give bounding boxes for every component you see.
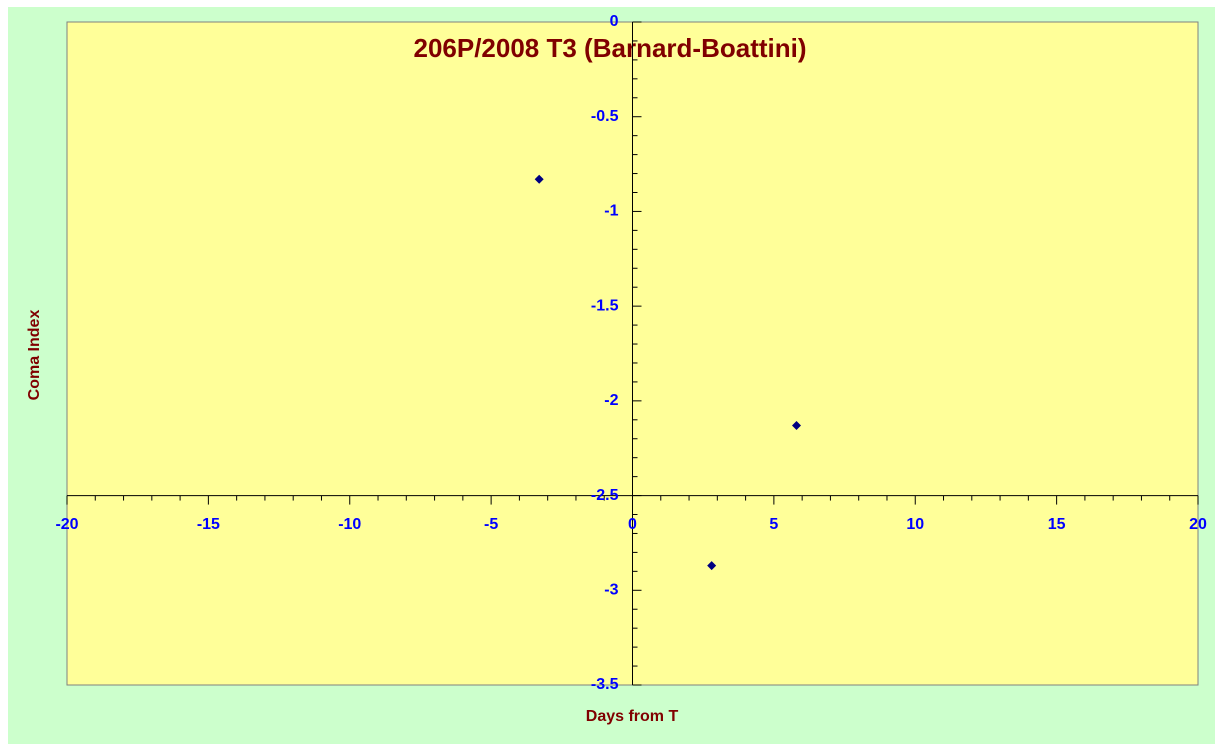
x-tick-label: 20: [1189, 516, 1207, 533]
chart-title: 206P/2008 T3 (Barnard-Boattini): [413, 33, 806, 63]
y-tick-label: -2.5: [591, 487, 619, 504]
y-tick-label: -1.5: [591, 297, 619, 314]
y-axis-title: Coma Index: [26, 310, 43, 401]
y-tick-label: -0.5: [591, 108, 619, 125]
x-tick-label: 15: [1048, 516, 1066, 533]
x-tick-label: 5: [769, 516, 778, 533]
x-tick-label: 0: [628, 516, 637, 533]
y-tick-label: -2: [604, 392, 618, 409]
x-tick-label: -15: [197, 516, 220, 533]
data-point: [707, 561, 717, 571]
x-tick-label: -10: [338, 516, 361, 533]
x-axis-title: Days from T: [586, 708, 679, 725]
y-tick-label: -1: [604, 203, 618, 220]
y-tick-label: -3: [604, 582, 618, 599]
y-tick-label: 0: [610, 13, 619, 30]
data-point: [534, 174, 544, 184]
x-tick-label: -5: [484, 516, 498, 533]
x-tick-label: 10: [906, 516, 924, 533]
y-tick-label: -3.5: [591, 676, 619, 693]
x-tick-label: -20: [55, 516, 78, 533]
data-point: [791, 420, 801, 430]
